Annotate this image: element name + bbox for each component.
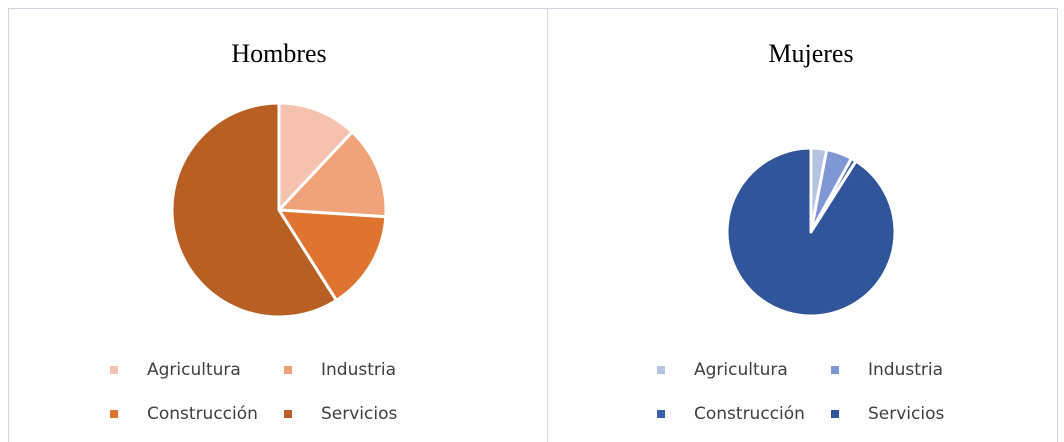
chart-title: Mujeres (768, 39, 853, 68)
legend-label: Servicios (321, 404, 397, 424)
legend-label: Construcción (694, 404, 805, 424)
legend-label: Construcción (147, 404, 258, 424)
legend-label: Agricultura (147, 360, 241, 380)
legend-label: Agricultura (694, 360, 788, 380)
legend-swatch (110, 366, 118, 374)
panel-border (547, 8, 1058, 442)
legend-swatch (284, 366, 292, 374)
legend-swatch (657, 366, 665, 374)
pie-slice (170, 101, 338, 319)
legend-swatch (110, 410, 118, 418)
legend-swatch (657, 410, 665, 418)
legend-swatch (284, 410, 292, 418)
legend-label: Industria (321, 360, 396, 380)
pie-slice (277, 130, 388, 219)
legend-label: Industria (868, 360, 943, 380)
legend-swatch (831, 410, 839, 418)
pie-slice (277, 208, 388, 302)
legend-label: Servicios (868, 404, 944, 424)
pie-slice (277, 101, 354, 212)
pie-slice (725, 146, 897, 318)
legend-swatch (831, 366, 839, 374)
chart-title: Hombres (231, 39, 326, 68)
